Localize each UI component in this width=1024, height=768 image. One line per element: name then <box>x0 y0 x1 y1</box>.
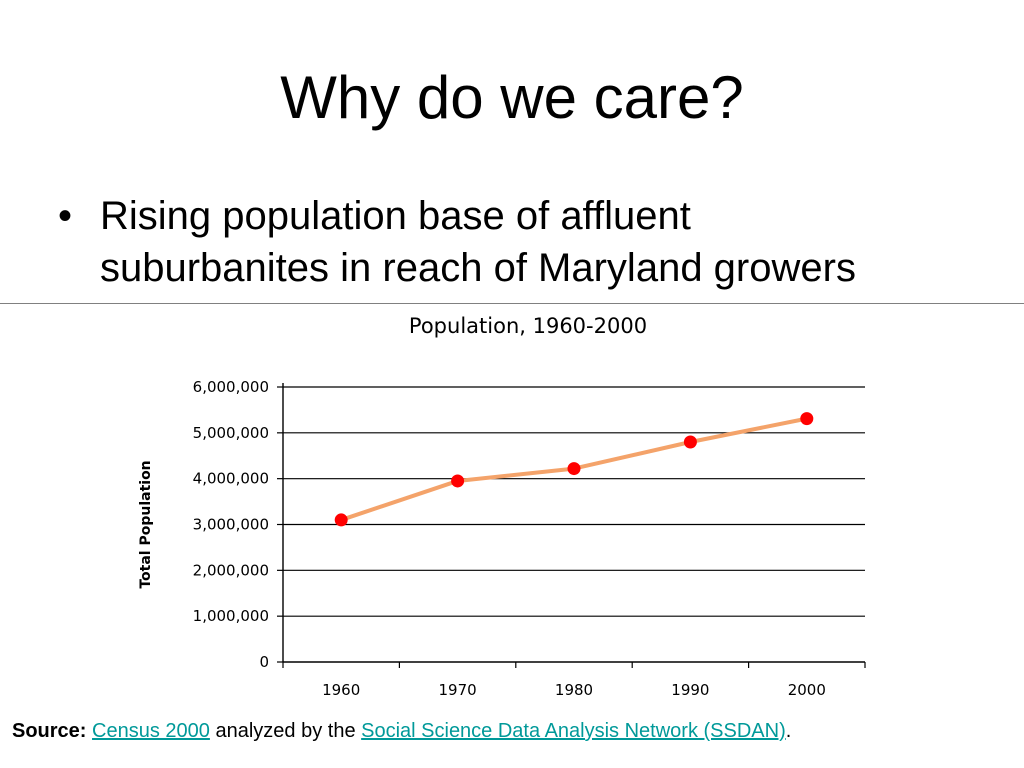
data-point <box>683 435 697 449</box>
y-tick-label: 5,000,000 <box>193 424 269 442</box>
y-tick-label: 2,000,000 <box>193 561 269 579</box>
y-tick-label: 4,000,000 <box>193 470 269 488</box>
divider-line <box>0 303 1024 304</box>
source-end-text: . <box>785 720 792 742</box>
x-tick-label: 1970 <box>439 681 477 699</box>
slide-title: Why do we care? <box>280 64 744 131</box>
source-label: Source: <box>12 720 87 742</box>
bullet-text-line-1: Rising population base of affluent <box>100 194 691 238</box>
bullet-marker: • <box>58 194 73 238</box>
y-axis-label: Total Population <box>138 460 154 588</box>
x-tick-label: 2000 <box>788 681 826 699</box>
x-tick-label: 1980 <box>555 681 593 699</box>
census-2000-link[interactable]: Census 2000 <box>92 720 210 742</box>
y-tick-label: 0 <box>259 653 269 671</box>
y-tick-label: 3,000,000 <box>193 516 269 534</box>
data-point <box>334 513 348 527</box>
data-point <box>451 474 465 488</box>
chart-svg: Population, 1960-2000 Total Population 0 1,… <box>138 314 866 699</box>
population-chart: Population, 1960-2000 Total Population 0 1,… <box>104 306 890 710</box>
chart-title: Population, 1960-2000 <box>409 314 647 338</box>
data-point <box>800 412 814 426</box>
source-middle-text: analyzed by the <box>209 720 362 742</box>
bullet-list: • Rising population base of affluent sub… <box>58 190 998 294</box>
bullet-text-line-2: suburbanites in reach of Maryland grower… <box>100 246 856 290</box>
data-point <box>567 462 581 476</box>
source-line: Source: Census 2000 analyzed by the Soci… <box>12 718 1016 744</box>
y-tick-label: 6,000,000 <box>193 378 269 396</box>
x-tick-label: 1990 <box>671 681 709 699</box>
x-tick-label: 1960 <box>322 681 360 699</box>
y-tick-label: 1,000,000 <box>193 607 269 625</box>
bullet-item: • Rising population base of affluent sub… <box>58 190 998 294</box>
ssdan-link[interactable]: Social Science Data Analysis Network (SS… <box>361 720 786 742</box>
